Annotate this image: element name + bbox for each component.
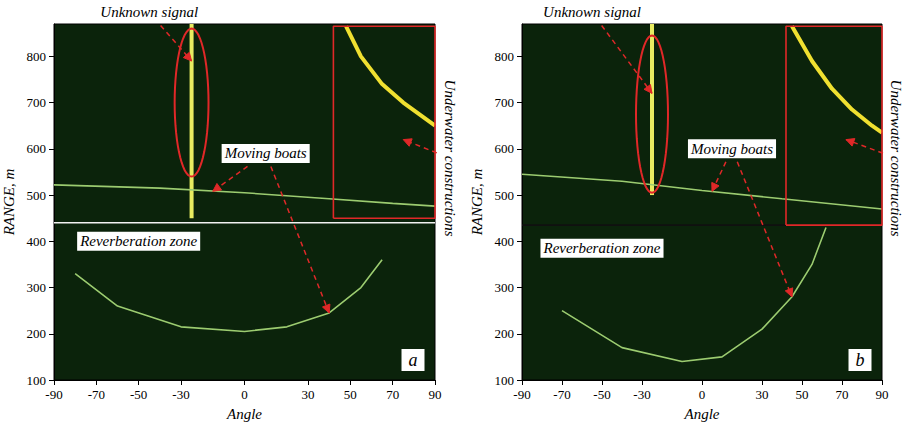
svg-text:RANGE, m: RANGE, m bbox=[1, 169, 17, 237]
svg-text:70: 70 bbox=[836, 387, 849, 402]
svg-text:0: 0 bbox=[241, 387, 248, 402]
svg-text:300: 300 bbox=[27, 280, 47, 295]
svg-text:50: 50 bbox=[796, 387, 809, 402]
svg-text:800: 800 bbox=[27, 49, 47, 64]
svg-text:a: a bbox=[409, 350, 418, 370]
svg-text:Moving boats: Moving boats bbox=[224, 145, 307, 161]
svg-text:-70: -70 bbox=[553, 387, 570, 402]
svg-text:90: 90 bbox=[429, 387, 442, 402]
svg-text:500: 500 bbox=[495, 188, 515, 203]
svg-text:700: 700 bbox=[27, 95, 47, 110]
svg-text:-70: -70 bbox=[88, 387, 105, 402]
svg-text:-90: -90 bbox=[513, 387, 530, 402]
svg-text:Angle: Angle bbox=[684, 406, 720, 422]
svg-text:-30: -30 bbox=[633, 387, 650, 402]
svg-text:90: 90 bbox=[876, 387, 889, 402]
svg-text:-90: -90 bbox=[45, 387, 62, 402]
svg-text:Angle: Angle bbox=[226, 406, 262, 422]
svg-text:600: 600 bbox=[27, 141, 47, 156]
svg-text:400: 400 bbox=[495, 234, 515, 249]
svg-text:50: 50 bbox=[344, 387, 357, 402]
svg-text:200: 200 bbox=[495, 326, 515, 341]
svg-text:b: b bbox=[856, 350, 865, 370]
svg-text:Underwater constructions: Underwater constructions bbox=[888, 80, 904, 237]
svg-text:30: 30 bbox=[756, 387, 769, 402]
svg-text:Underwater constructions: Underwater constructions bbox=[442, 80, 458, 237]
svg-text:Reverberation zone: Reverberation zone bbox=[79, 233, 197, 249]
svg-text:Reverberation zone: Reverberation zone bbox=[542, 240, 660, 256]
svg-text:Moving boats: Moving boats bbox=[690, 141, 773, 157]
svg-text:-30: -30 bbox=[172, 387, 189, 402]
svg-text:300: 300 bbox=[495, 280, 515, 295]
svg-text:30: 30 bbox=[302, 387, 315, 402]
svg-text:100: 100 bbox=[27, 373, 47, 388]
svg-text:-50: -50 bbox=[593, 387, 610, 402]
svg-text:600: 600 bbox=[495, 141, 515, 156]
svg-text:500: 500 bbox=[27, 188, 47, 203]
svg-text:-50: -50 bbox=[130, 387, 147, 402]
svg-text:Unknown signal: Unknown signal bbox=[543, 4, 641, 20]
svg-text:0: 0 bbox=[699, 387, 706, 402]
svg-text:700: 700 bbox=[495, 95, 515, 110]
svg-text:100: 100 bbox=[495, 373, 515, 388]
svg-text:400: 400 bbox=[27, 234, 47, 249]
svg-text:800: 800 bbox=[495, 49, 515, 64]
svg-text:RANGE, m: RANGE, m bbox=[469, 169, 485, 237]
svg-text:Unknown signal: Unknown signal bbox=[100, 4, 198, 20]
svg-text:70: 70 bbox=[386, 387, 399, 402]
svg-text:200: 200 bbox=[27, 326, 47, 341]
